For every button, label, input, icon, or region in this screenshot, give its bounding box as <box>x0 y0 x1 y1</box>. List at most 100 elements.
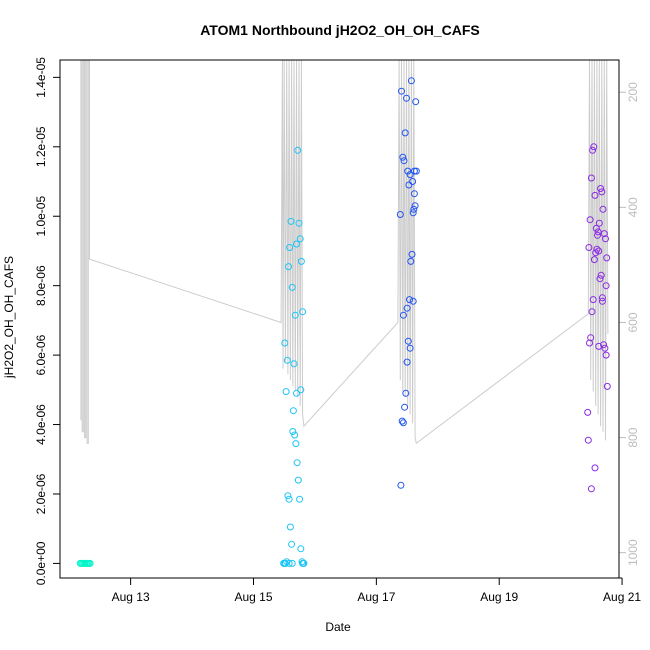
right-tick-label: 600 <box>626 312 640 332</box>
data-point <box>294 476 302 484</box>
y-axis-label: jH2O2_OH_OH_CAFS <box>2 256 16 379</box>
data-point <box>399 153 407 161</box>
x-tick-label: Aug 21 <box>603 590 641 604</box>
data-point <box>411 202 419 210</box>
data-point <box>588 308 596 316</box>
data-point <box>406 344 414 352</box>
pressure-trace-layer <box>80 59 609 445</box>
data-point <box>293 240 300 248</box>
data-point <box>590 256 598 264</box>
data-point <box>596 275 604 283</box>
data-point <box>406 296 413 304</box>
data-point <box>587 334 595 342</box>
y-tick-label: 8.0e-06 <box>34 265 48 306</box>
data-point <box>398 417 406 425</box>
data-point <box>404 167 412 175</box>
x-tick-label: Aug 13 <box>112 590 150 604</box>
data-point <box>398 87 405 95</box>
pressure-trace-line <box>80 59 609 445</box>
data-point <box>600 230 608 238</box>
data-point <box>399 311 407 319</box>
data-point <box>591 464 599 472</box>
data-point <box>602 351 610 359</box>
data-point <box>289 428 297 435</box>
data-point <box>603 254 611 262</box>
y-tick-label: 2.0e-06 <box>34 473 48 514</box>
chart-title: ATOM1 Northbound jH2O2_OH_OH_CAFS <box>200 22 480 38</box>
data-point <box>602 282 610 290</box>
data-point <box>595 342 603 350</box>
data-point <box>288 283 296 291</box>
data-point <box>293 389 300 397</box>
data-point <box>587 174 595 182</box>
y-tick-label: 4.0e-06 <box>34 404 48 445</box>
data-point <box>287 217 295 225</box>
data-points-layer <box>76 77 611 567</box>
data-point <box>285 263 292 271</box>
data-point <box>403 304 411 312</box>
data-point <box>288 559 296 567</box>
data-point <box>286 523 294 531</box>
data-point <box>396 211 404 218</box>
data-point <box>399 419 407 427</box>
data-point <box>589 296 597 304</box>
data-point <box>291 431 299 439</box>
x-tick-label: Aug 15 <box>234 590 272 604</box>
data-point <box>585 244 593 251</box>
data-point <box>597 185 605 192</box>
data-point <box>410 190 418 198</box>
data-point <box>290 360 298 368</box>
data-point <box>409 297 417 305</box>
data-point <box>297 257 305 265</box>
data-point <box>402 389 410 397</box>
data-point <box>593 245 601 253</box>
data-point <box>281 559 289 567</box>
data-point <box>294 146 302 154</box>
data-point <box>587 485 595 493</box>
data-point <box>86 559 94 567</box>
data-point <box>412 167 420 175</box>
data-point <box>592 224 600 232</box>
data-point <box>410 205 418 213</box>
data-point <box>296 235 304 243</box>
data-point <box>403 358 411 366</box>
data-point <box>602 235 609 243</box>
data-point <box>408 250 416 258</box>
data-point <box>598 294 606 302</box>
x-tick-label: Aug 17 <box>357 590 395 604</box>
x-axis-label: Date <box>325 620 351 634</box>
y-tick-label: 1.4e-05 <box>34 57 48 98</box>
right-tick-label: 800 <box>626 427 640 447</box>
data-point <box>282 388 290 396</box>
data-point <box>595 219 603 227</box>
data-point <box>597 271 605 279</box>
y-tick-label: 6.0e-06 <box>34 334 48 375</box>
data-point <box>407 77 415 85</box>
data-point <box>599 205 607 213</box>
data-point <box>586 339 593 347</box>
y-tick-label: 1.0e-05 <box>34 196 48 237</box>
data-point <box>285 495 293 503</box>
data-point <box>594 228 602 236</box>
data-point <box>409 209 417 217</box>
y-tick-label: 1.2e-05 <box>34 126 48 167</box>
data-point <box>292 440 300 448</box>
data-point <box>297 386 305 394</box>
data-point <box>300 559 308 567</box>
data-point <box>285 559 293 567</box>
data-point <box>297 545 305 553</box>
data-point <box>291 311 299 319</box>
right-tick-label: 200 <box>626 82 640 102</box>
data-point <box>586 216 594 224</box>
data-point <box>603 382 611 390</box>
data-point <box>293 459 301 467</box>
data-point <box>589 146 597 154</box>
data-point <box>590 143 598 151</box>
data-point <box>409 178 417 185</box>
data-point <box>407 257 415 265</box>
data-point <box>598 297 606 305</box>
data-point <box>594 231 601 239</box>
data-point <box>296 495 304 503</box>
